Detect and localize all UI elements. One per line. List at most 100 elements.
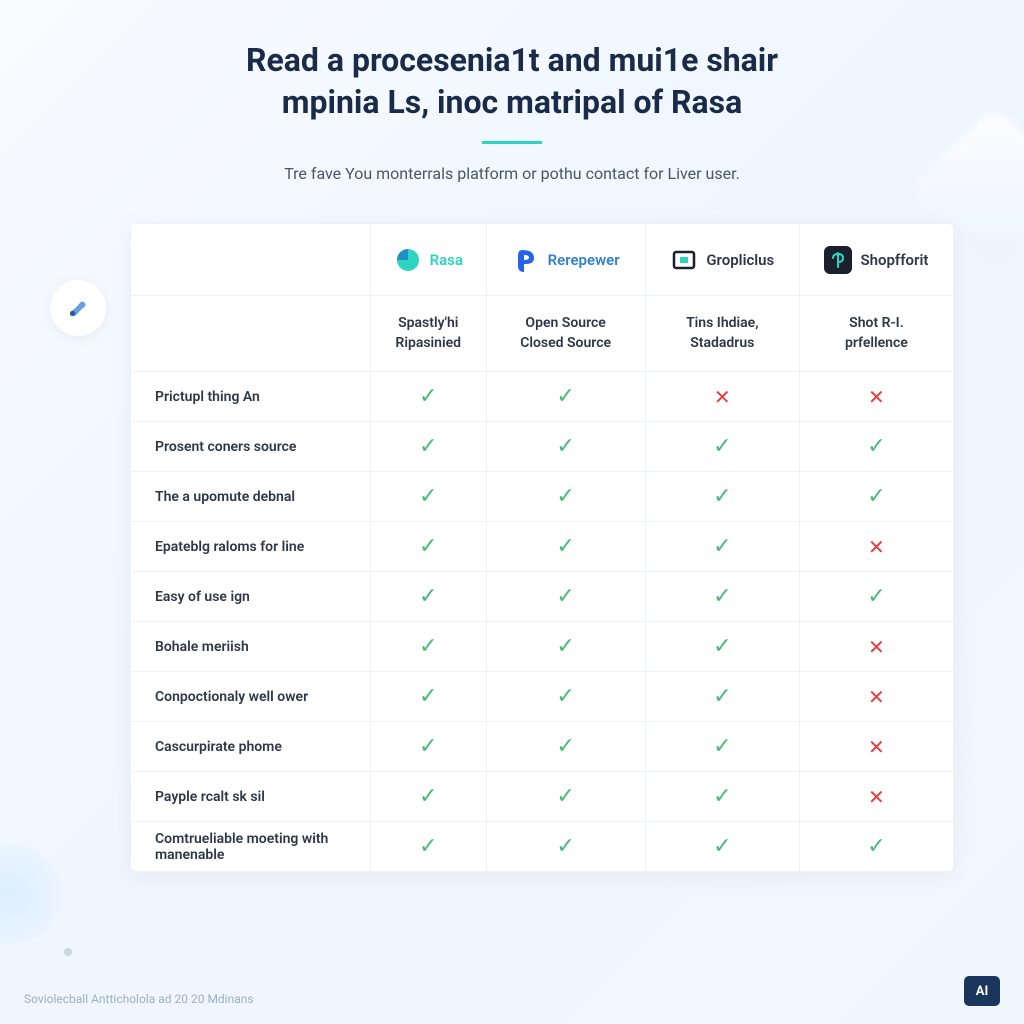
check-icon: ✓ <box>486 672 645 722</box>
product-header-row: Rasa Rerepewer <box>131 224 954 296</box>
check-icon: ✓ <box>645 422 799 472</box>
category-header-row: Spastly'hi Ripasinied Open Source Closed… <box>131 296 954 372</box>
check-icon: ✓ <box>371 672 487 722</box>
product-name-rerepewer: Rerepewer <box>548 251 620 269</box>
check-icon: ✓ <box>371 472 487 522</box>
footer-text: Soviolecball Antticholola ad 20 20 Mdina… <box>24 992 254 1006</box>
ai-badge: AI <box>964 976 1000 1006</box>
product-name-gropliclus: Gropliclus <box>706 251 774 269</box>
check-icon: ✓ <box>645 572 799 622</box>
table-row: Bohale meriish✓✓✓✕ <box>131 622 954 672</box>
table-row: Comtrueliable moeting with manenable✓✓✓✓ <box>131 822 954 872</box>
gropliclus-icon <box>670 246 698 274</box>
check-icon: ✓ <box>799 422 953 472</box>
check-icon: ✓ <box>799 572 953 622</box>
table-row: Payple rcalt sk sil✓✓✓✕ <box>131 772 954 822</box>
feature-rows: Prictupl thing An✓✓✕✕Prosent coners sour… <box>131 372 954 872</box>
feature-label: Conpoctionaly well ower <box>131 672 371 722</box>
side-floating-button[interactable] <box>50 280 106 336</box>
cat-l2: Ripasinied <box>395 335 461 351</box>
product-name-shopfforit: Shopfforit <box>860 251 928 269</box>
table-row: Easy of use ign✓✓✓✓ <box>131 572 954 622</box>
category-rasa: Spastly'hi Ripasinied <box>371 296 487 372</box>
table-row: The a upomute debnal✓✓✓✓ <box>131 472 954 522</box>
cross-icon: ✕ <box>645 372 799 422</box>
check-icon: ✓ <box>799 822 953 872</box>
category-empty-cell <box>131 296 371 372</box>
rasa-icon <box>394 246 422 274</box>
table-row: Cascurpirate phome✓✓✓✕ <box>131 722 954 772</box>
cross-icon: ✕ <box>799 622 953 672</box>
product-header-rerepewer: Rerepewer <box>486 224 645 296</box>
feature-label: The a upomute debnal <box>131 472 371 522</box>
page-subtitle: Tre fave You monterrals platform or poth… <box>60 164 964 183</box>
cat-l1: Shot R-I. <box>849 315 904 331</box>
title-divider <box>482 141 542 144</box>
check-icon: ✓ <box>371 622 487 672</box>
check-icon: ✓ <box>645 672 799 722</box>
check-icon: ✓ <box>486 572 645 622</box>
page-title: Read a procesenia1t and mui1e shair mpin… <box>60 40 964 123</box>
table-row: Conpoctionaly well ower✓✓✓✕ <box>131 672 954 722</box>
cross-icon: ✕ <box>799 722 953 772</box>
check-icon: ✓ <box>645 822 799 872</box>
check-icon: ✓ <box>486 772 645 822</box>
cat-l2: prfellence <box>845 335 908 351</box>
check-icon: ✓ <box>371 522 487 572</box>
check-icon: ✓ <box>486 422 645 472</box>
table-row: Prosent coners source✓✓✓✓ <box>131 422 954 472</box>
cross-icon: ✕ <box>799 672 953 722</box>
feature-label: Epateblg raloms for line <box>131 522 371 572</box>
product-header-gropliclus: Gropliclus <box>645 224 799 296</box>
check-icon: ✓ <box>645 472 799 522</box>
corner-empty-cell <box>131 224 371 296</box>
product-header-rasa: Rasa <box>371 224 487 296</box>
title-line-1: Read a procesenia1t and mui1e shair <box>246 41 778 79</box>
cat-l2: Closed Source <box>520 335 611 351</box>
comparison-table-wrap: Rasa Rerepewer <box>130 223 954 872</box>
table-row: Prictupl thing An✓✓✕✕ <box>131 372 954 422</box>
check-icon: ✓ <box>486 722 645 772</box>
check-icon: ✓ <box>486 822 645 872</box>
check-icon: ✓ <box>645 772 799 822</box>
product-header-shopfforit: Shopfforit <box>799 224 953 296</box>
check-icon: ✓ <box>371 722 487 772</box>
rerepewer-icon <box>512 246 540 274</box>
feature-label: Cascurpirate phome <box>131 722 371 772</box>
cat-l1: Tins Ihdiae, <box>686 315 758 331</box>
check-icon: ✓ <box>645 522 799 572</box>
check-icon: ✓ <box>371 422 487 472</box>
check-icon: ✓ <box>486 372 645 422</box>
check-icon: ✓ <box>645 622 799 672</box>
feature-label: Bohale meriish <box>131 622 371 672</box>
cross-icon: ✕ <box>799 772 953 822</box>
check-icon: ✓ <box>645 722 799 772</box>
comparison-table: Rasa Rerepewer <box>130 223 954 872</box>
title-line-2: mpinia Ls, inoc matripal of Rasa <box>282 83 742 121</box>
cat-l2: Stadadrus <box>690 335 754 351</box>
cat-l1: Open Source <box>525 315 605 331</box>
check-icon: ✓ <box>371 372 487 422</box>
category-gropliclus: Tins Ihdiae, Stadadrus <box>645 296 799 372</box>
check-icon: ✓ <box>486 622 645 672</box>
cross-icon: ✕ <box>799 522 953 572</box>
main-container: Read a procesenia1t and mui1e shair mpin… <box>0 0 1024 892</box>
cross-icon: ✕ <box>799 372 953 422</box>
table-row: Epateblg raloms for line✓✓✓✕ <box>131 522 954 572</box>
feature-label: Prosent coners source <box>131 422 371 472</box>
feature-label: Comtrueliable moeting with manenable <box>131 822 371 872</box>
check-icon: ✓ <box>486 472 645 522</box>
check-icon: ✓ <box>371 772 487 822</box>
check-icon: ✓ <box>371 822 487 872</box>
decor-dot <box>64 948 72 956</box>
product-name-rasa: Rasa <box>430 251 463 269</box>
shopfforit-icon <box>824 246 852 274</box>
feature-label: Payple rcalt sk sil <box>131 772 371 822</box>
feature-label: Easy of use ign <box>131 572 371 622</box>
check-icon: ✓ <box>486 522 645 572</box>
check-icon: ✓ <box>371 572 487 622</box>
category-rerepewer: Open Source Closed Source <box>486 296 645 372</box>
check-icon: ✓ <box>799 472 953 522</box>
feature-label: Prictupl thing An <box>131 372 371 422</box>
brush-icon <box>65 295 91 321</box>
